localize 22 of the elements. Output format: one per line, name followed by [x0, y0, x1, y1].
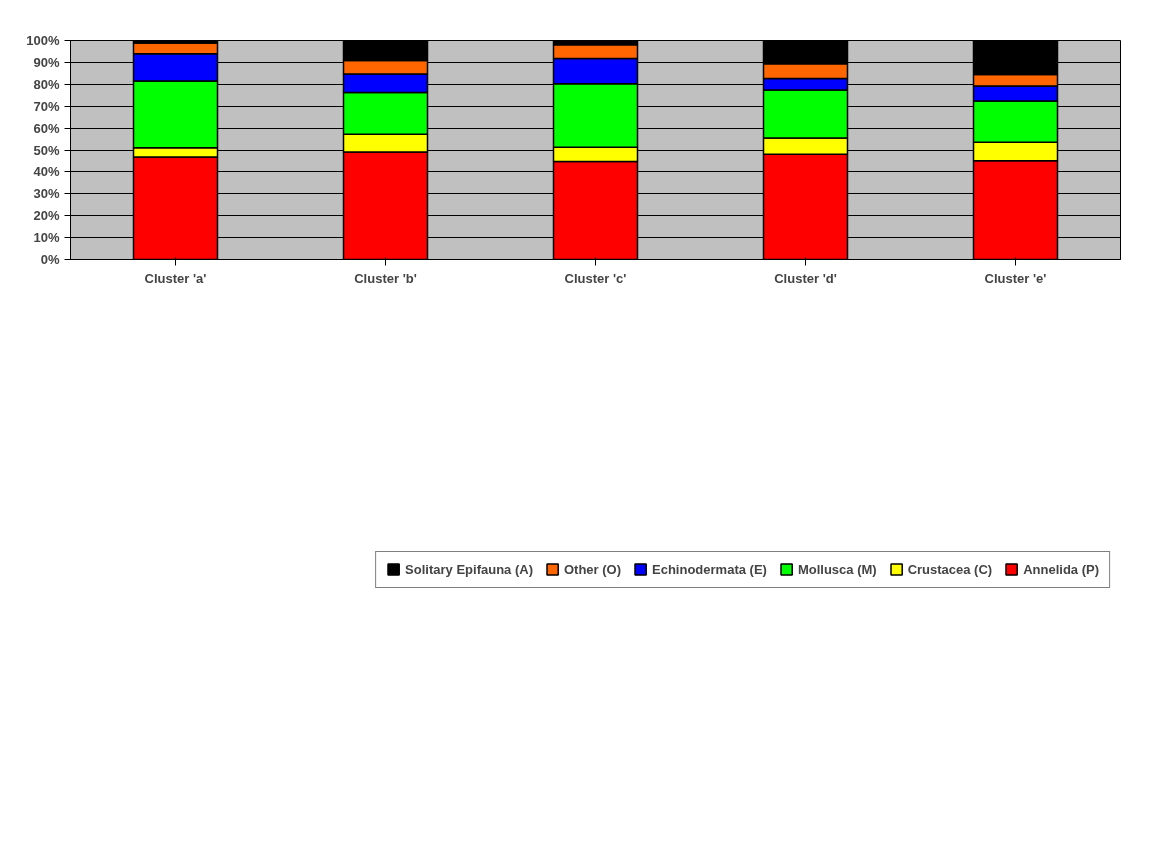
x-tick-label: Cluster 'b'	[354, 270, 417, 286]
y-tick-label: 100%	[26, 33, 60, 48]
legend-label: Solitary Epifauna (A)	[405, 561, 533, 577]
legend-label: Echinodermata (E)	[652, 561, 767, 577]
legend-label: Other (O)	[563, 561, 622, 577]
y-tick-label: 60%	[33, 120, 60, 136]
y-tick-label: 20%	[33, 208, 60, 224]
y-tick-label: 70%	[33, 98, 60, 114]
legend-label: Crustacea (C)	[907, 561, 993, 577]
y-tick-label: 30%	[33, 186, 60, 202]
y-tick-label: 10%	[33, 230, 60, 246]
y-tick-label: 50%	[33, 142, 60, 158]
legend-label: Mollusca (M)	[797, 561, 877, 577]
y-tick-label: 0%	[40, 252, 60, 267]
y-tick-label: 40%	[33, 164, 60, 180]
legend-label: Annelida (P)	[1023, 561, 1099, 577]
y-tick-label: 80%	[33, 76, 60, 92]
x-tick-label: Cluster 'd'	[774, 270, 837, 286]
x-tick-label: Cluster 'c'	[564, 270, 627, 286]
y-tick-label: 90%	[33, 54, 60, 70]
x-tick-label: Cluster 'e'	[984, 270, 1047, 286]
x-tick-label: Cluster 'a'	[144, 270, 207, 286]
